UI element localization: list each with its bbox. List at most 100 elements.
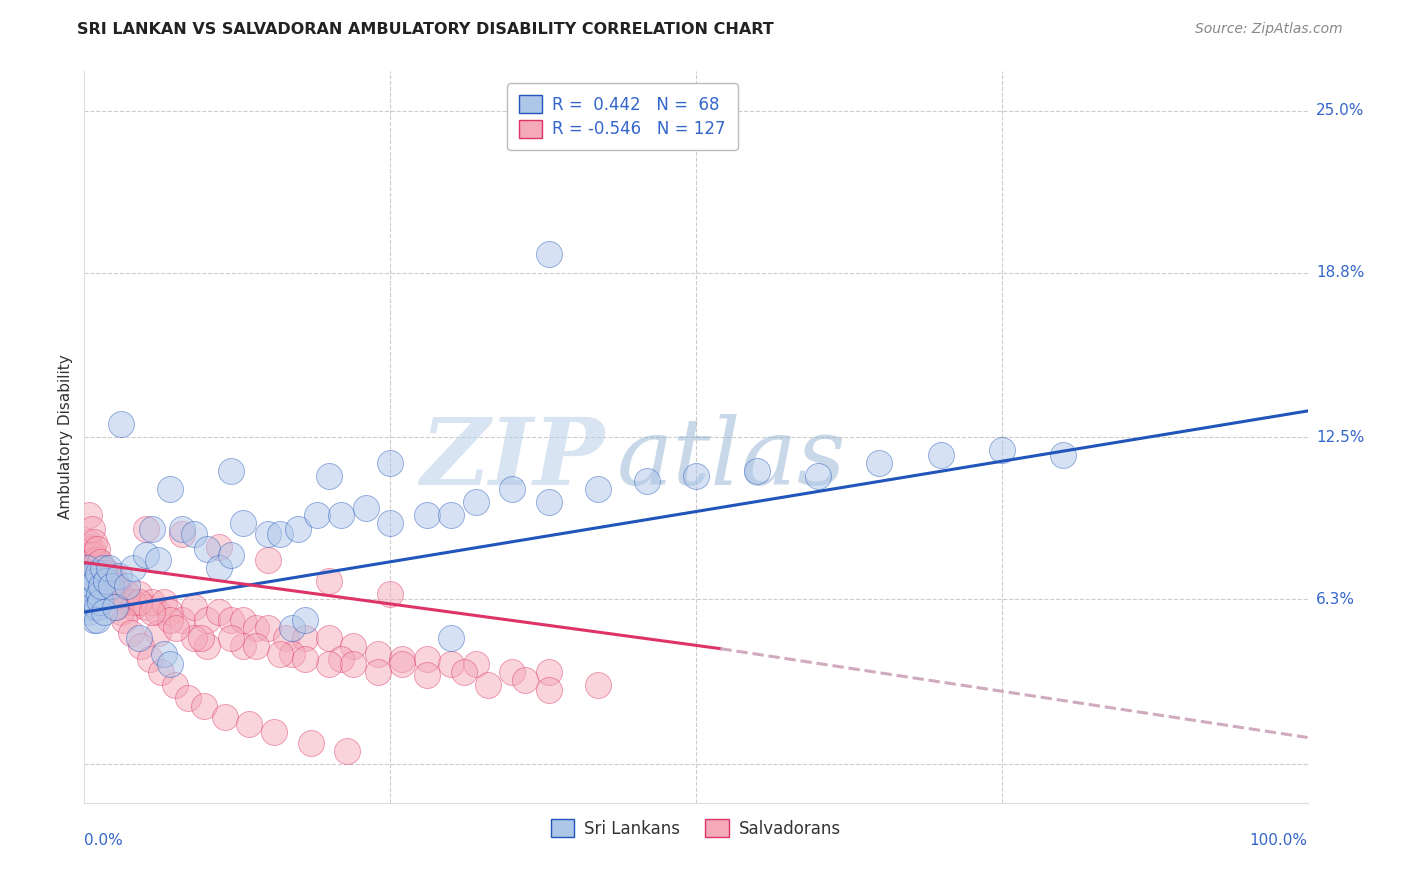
- Point: [112, 613, 135, 627]
- Point: [87, 558, 110, 573]
- Point: [96, 574, 118, 588]
- Point: [193, 699, 215, 714]
- Point: [91, 574, 114, 588]
- Point: [100, 587, 122, 601]
- Point: [281, 621, 304, 635]
- Point: [87, 587, 110, 601]
- Point: [214, 709, 236, 723]
- Point: [86, 563, 108, 577]
- Point: [190, 632, 212, 646]
- Point: [636, 475, 658, 489]
- Point: [172, 526, 194, 541]
- Point: [538, 247, 561, 261]
- Point: [869, 456, 891, 470]
- Point: [76, 560, 98, 574]
- Point: [269, 647, 291, 661]
- Point: [90, 579, 112, 593]
- Point: [195, 542, 218, 557]
- Point: [84, 568, 107, 582]
- Point: [135, 548, 157, 562]
- Point: [219, 464, 242, 478]
- Point: [685, 469, 707, 483]
- Point: [82, 548, 104, 562]
- Point: [586, 678, 609, 692]
- Point: [79, 560, 101, 574]
- Point: [336, 743, 359, 757]
- Point: [318, 657, 340, 672]
- Point: [89, 579, 111, 593]
- Point: [929, 449, 952, 463]
- Point: [747, 464, 769, 478]
- Point: [84, 574, 107, 588]
- Point: [453, 665, 475, 680]
- Point: [208, 540, 231, 554]
- Point: [79, 568, 101, 582]
- Point: [299, 736, 322, 750]
- Point: [342, 639, 364, 653]
- Point: [107, 568, 129, 582]
- Point: [79, 599, 101, 614]
- Point: [139, 652, 162, 666]
- Point: [100, 579, 122, 593]
- Point: [538, 683, 561, 698]
- Point: [87, 568, 110, 582]
- Point: [208, 560, 231, 574]
- Point: [79, 548, 101, 562]
- Point: [195, 639, 218, 653]
- Point: [219, 632, 242, 646]
- Text: SRI LANKAN VS SALVADORAN AMBULATORY DISABILITY CORRELATION CHART: SRI LANKAN VS SALVADORAN AMBULATORY DISA…: [77, 22, 775, 37]
- Text: 0.0%: 0.0%: [84, 833, 124, 848]
- Point: [294, 652, 316, 666]
- Point: [89, 566, 111, 580]
- Point: [263, 725, 285, 739]
- Point: [245, 621, 267, 635]
- Point: [87, 574, 110, 588]
- Point: [159, 613, 181, 627]
- Point: [257, 553, 280, 567]
- Point: [120, 626, 142, 640]
- Point: [416, 667, 439, 682]
- Point: [141, 605, 163, 619]
- Point: [135, 521, 157, 535]
- Y-axis label: Ambulatory Disability: Ambulatory Disability: [58, 355, 73, 519]
- Text: 18.8%: 18.8%: [1316, 265, 1364, 280]
- Point: [391, 657, 413, 672]
- Point: [96, 574, 118, 588]
- Point: [586, 483, 609, 497]
- Point: [440, 508, 463, 523]
- Point: [91, 560, 114, 574]
- Point: [318, 469, 340, 483]
- Point: [77, 568, 100, 582]
- Point: [269, 526, 291, 541]
- Point: [330, 508, 353, 523]
- Point: [89, 556, 111, 570]
- Point: [77, 508, 100, 523]
- Point: [122, 594, 145, 608]
- Point: [367, 647, 389, 661]
- Point: [105, 579, 128, 593]
- Point: [104, 574, 127, 588]
- Point: [77, 605, 100, 619]
- Point: [97, 579, 120, 593]
- Point: [172, 613, 194, 627]
- Point: [440, 632, 463, 646]
- Point: [163, 678, 186, 692]
- Point: [83, 613, 105, 627]
- Point: [87, 566, 110, 580]
- Point: [97, 560, 120, 574]
- Point: [97, 579, 120, 593]
- Point: [165, 621, 187, 635]
- Point: [82, 579, 104, 593]
- Point: [294, 632, 316, 646]
- Point: [135, 599, 157, 614]
- Point: [318, 574, 340, 588]
- Point: [305, 508, 328, 523]
- Point: [76, 560, 98, 574]
- Point: [77, 534, 100, 549]
- Point: [232, 613, 254, 627]
- Point: [146, 553, 169, 567]
- Point: [416, 652, 439, 666]
- Text: 12.5%: 12.5%: [1316, 430, 1364, 444]
- Point: [128, 587, 150, 601]
- Text: atlas: atlas: [616, 414, 846, 504]
